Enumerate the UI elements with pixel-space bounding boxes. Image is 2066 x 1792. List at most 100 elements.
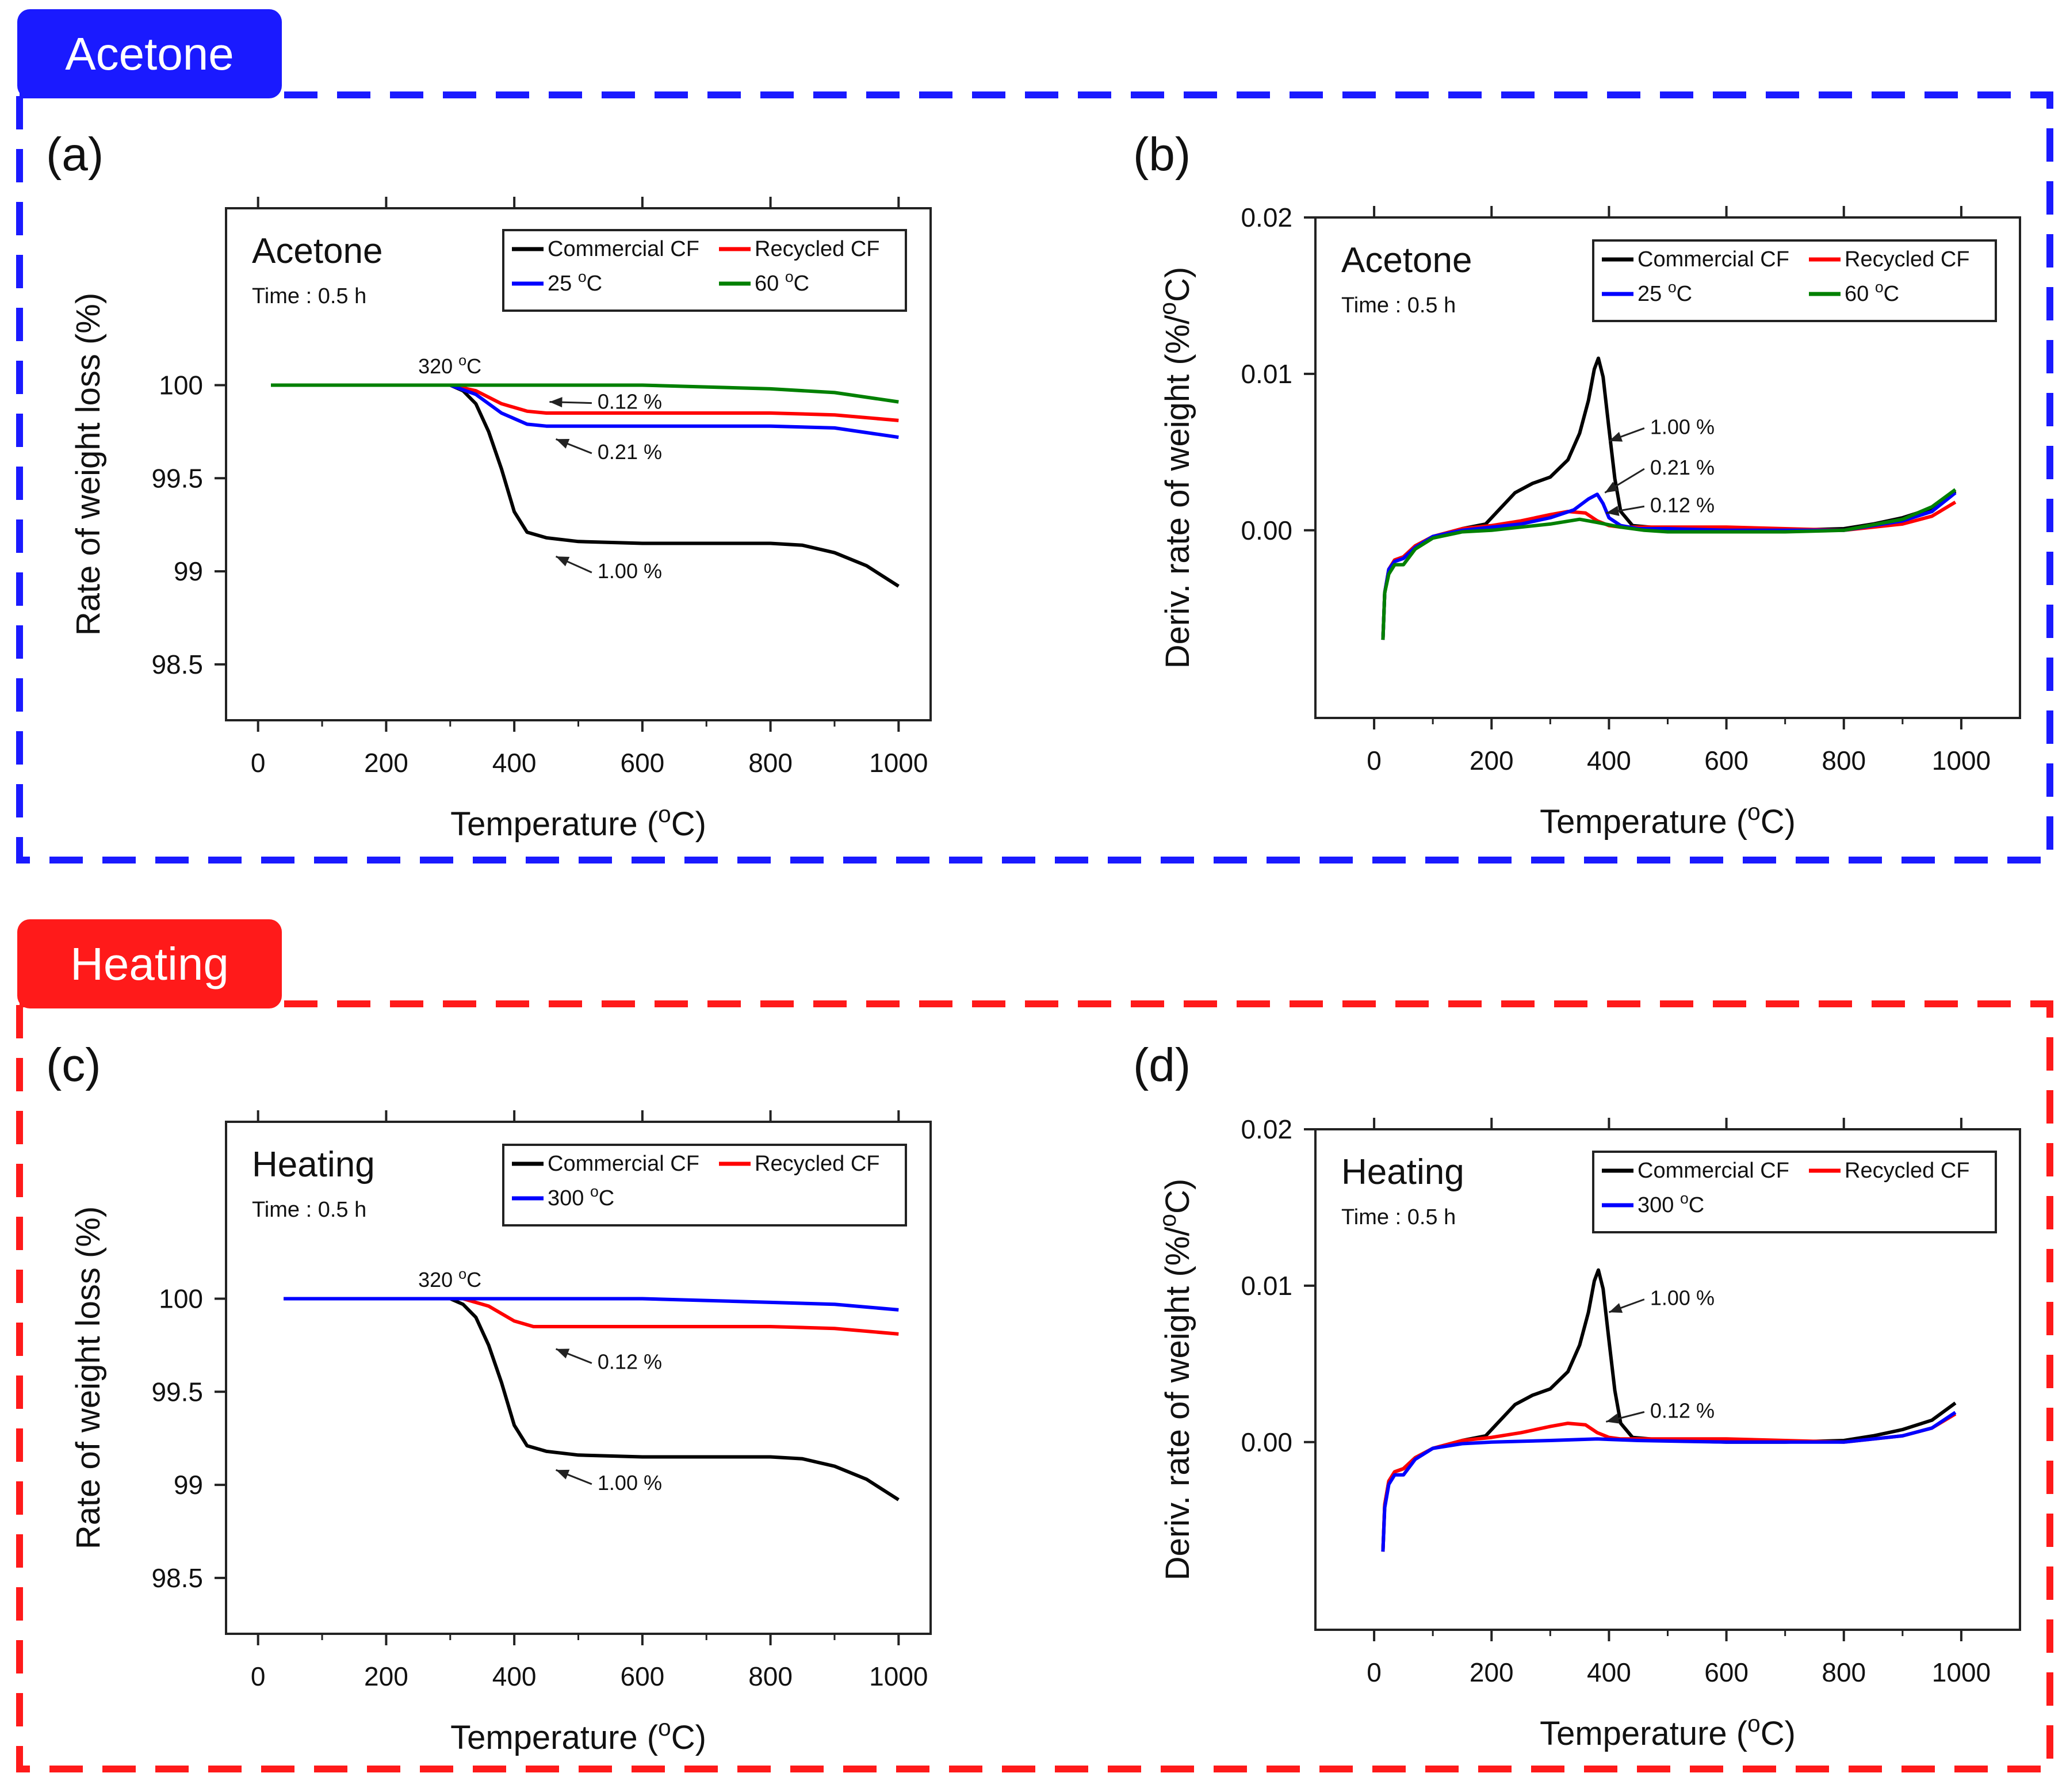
- y-tick-label: 100: [159, 1283, 203, 1313]
- legend-label: 300 oC: [1638, 1190, 1704, 1217]
- annotation-label: 1.00 %: [598, 559, 662, 583]
- x-tick-label: 600: [1704, 746, 1749, 775]
- y-tick-label: 0.02: [1241, 1114, 1292, 1144]
- y-axis-label: Rate of weight loss (%): [70, 293, 107, 636]
- y-tick-label: 98.5: [151, 649, 203, 679]
- x-tick-label: 400: [492, 1661, 537, 1691]
- chart-3: 0 200 400 600 800 1000 0.00 0.01 0.02 Temperature…: [1154, 1114, 2021, 1752]
- section-tag-heating: Heating: [17, 919, 282, 1008]
- annotation-arrowhead: [556, 556, 570, 567]
- annotation-label: 320 oC: [418, 1266, 481, 1292]
- panel-label-a: (a): [46, 128, 104, 181]
- annotation-arrowhead: [1609, 431, 1623, 442]
- x-tick-label: 0: [1367, 1657, 1382, 1687]
- legend-label: 300 oC: [548, 1183, 614, 1210]
- x-tick-label: 0: [1367, 746, 1382, 775]
- y-axis-label: Deriv. rate of weight (%/oC): [1154, 267, 1196, 668]
- x-axis-label: Temperature (oC): [1540, 798, 1796, 840]
- legend-label: 25 oC: [1638, 278, 1692, 306]
- annotation-label: 0.12 %: [1650, 493, 1715, 517]
- annotation-arrowhead: [1609, 1303, 1623, 1313]
- y-axis-label: Rate of weight loss (%): [70, 1206, 107, 1549]
- legend-label: Commercial CF: [1638, 1159, 1789, 1183]
- y-tick-label: 0.02: [1241, 202, 1292, 232]
- x-tick-label: 800: [1822, 746, 1866, 775]
- x-tick-label: 800: [748, 748, 793, 778]
- annotation-label: 0.21 %: [1650, 456, 1715, 479]
- series-line-0: [271, 383, 900, 588]
- annotation-arrowhead: [1606, 1413, 1620, 1424]
- x-tick-label: 200: [364, 1661, 408, 1691]
- x-tick-label: 600: [1704, 1657, 1749, 1687]
- y-tick-label: 98.5: [151, 1563, 203, 1593]
- chart-2: 0 200 400 600 800 1000 98.5 99 99.5 100 Temperatur…: [70, 1110, 932, 1756]
- x-axis-label: Temperature (oC): [450, 801, 706, 843]
- x-axis-label: Temperature (oC): [450, 1714, 706, 1756]
- legend-label: Recycled CF: [755, 237, 880, 261]
- chart-1: 0 200 400 600 800 1000 0.00 0.01 0.02 Temperature…: [1154, 202, 2021, 840]
- x-tick-label: 800: [748, 1661, 793, 1691]
- section-tag-acetone: Acetone: [17, 9, 282, 98]
- x-tick-label: 1000: [869, 748, 928, 778]
- series-line-2: [284, 1297, 899, 1312]
- x-tick-label: 400: [1587, 746, 1631, 775]
- annotation-label: 0.21 %: [598, 440, 662, 464]
- y-tick-label: 0.01: [1241, 359, 1292, 389]
- x-tick-label: 1000: [1932, 1657, 1991, 1687]
- legend-label: Commercial CF: [1638, 247, 1789, 272]
- legend-label: Recycled CF: [755, 1152, 880, 1176]
- x-tick-label: 400: [492, 748, 537, 778]
- heating-frame: [16, 1000, 2053, 1772]
- legend-box: [502, 1144, 907, 1226]
- x-tick-label: 0: [251, 748, 266, 778]
- legend-label: 25 oC: [548, 268, 602, 296]
- annotation-label: 1.00 %: [1650, 415, 1715, 438]
- x-tick-label: 200: [1470, 1657, 1514, 1687]
- y-tick-label: 99.5: [151, 1377, 203, 1407]
- legend-label: Recycled CF: [1845, 1159, 1970, 1183]
- x-tick-label: 0: [251, 1661, 266, 1691]
- x-tick-label: 1000: [869, 1661, 928, 1691]
- y-tick-label: 0.00: [1241, 1427, 1292, 1457]
- x-axis-label: Temperature (oC): [1540, 1710, 1796, 1752]
- legend-label: Commercial CF: [548, 237, 699, 261]
- legend-label: 60 oC: [1845, 278, 1899, 306]
- x-tick-label: 600: [620, 748, 664, 778]
- annotation-label: 1.00 %: [1650, 1286, 1715, 1310]
- inset-subtitle: Time : 0.5 h: [252, 1198, 366, 1222]
- x-tick-label: 200: [364, 748, 408, 778]
- chart-0: 0 200 400 600 800 1000 98.5 99 99.5 100 Temperatur…: [70, 197, 932, 843]
- series-line-0: [284, 1297, 900, 1501]
- acetone-frame: [16, 91, 2053, 863]
- legend-label: Commercial CF: [548, 1152, 699, 1176]
- x-tick-label: 200: [1470, 746, 1514, 775]
- series-line-1: [1381, 500, 1957, 640]
- annotation-label: 1.00 %: [598, 1471, 662, 1495]
- series-line-1: [1381, 1412, 1957, 1552]
- x-tick-label: 600: [620, 1661, 664, 1691]
- legend-label: 60 oC: [755, 268, 809, 296]
- series-line-3: [271, 383, 899, 404]
- legend-box: [502, 229, 907, 312]
- inset-title: Acetone: [1341, 240, 1472, 280]
- series-line-2: [1381, 1411, 1957, 1552]
- y-tick-label: 0.00: [1241, 515, 1292, 545]
- inset-subtitle: Time : 0.5 h: [1341, 1205, 1456, 1229]
- inset-title: Heating: [252, 1145, 375, 1185]
- inset-subtitle: Time : 0.5 h: [252, 284, 366, 308]
- y-tick-label: 99: [174, 556, 203, 586]
- legend-box: [1592, 1151, 1997, 1233]
- inset-title: Acetone: [252, 231, 383, 271]
- panel-label-c: (c): [46, 1039, 101, 1091]
- x-tick-label: 400: [1587, 1657, 1631, 1687]
- panel-label-d: (d): [1133, 1039, 1191, 1091]
- annotation-label: 0.12 %: [598, 390, 662, 414]
- x-tick-label: 800: [1822, 1657, 1866, 1687]
- annotation-arrowhead: [556, 1469, 570, 1480]
- y-tick-label: 99: [174, 1470, 203, 1500]
- y-tick-label: 100: [159, 370, 203, 400]
- y-axis-label: Deriv. rate of weight (%/oC): [1154, 1179, 1196, 1580]
- y-tick-label: 0.01: [1241, 1271, 1292, 1301]
- annotation-arrowhead: [556, 439, 570, 449]
